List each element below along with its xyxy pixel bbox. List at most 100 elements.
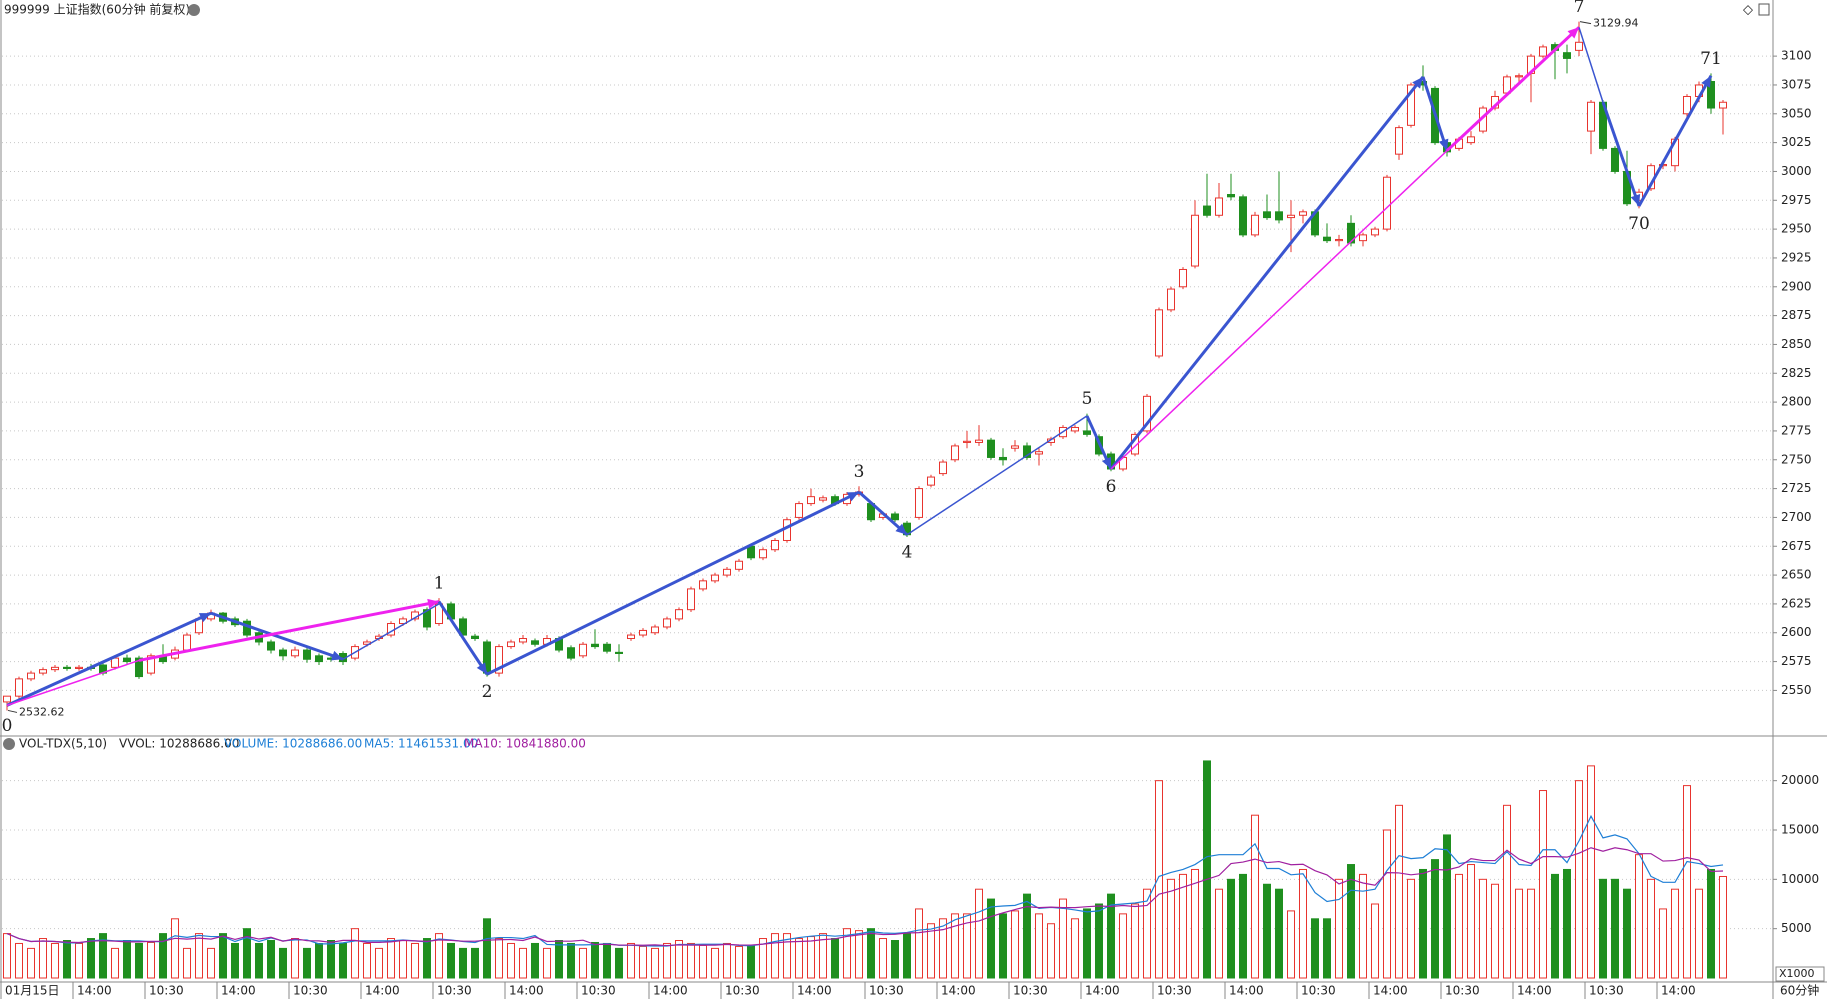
volume-bar	[591, 941, 599, 979]
candle-body	[291, 649, 299, 657]
high-pointer	[1579, 21, 1592, 25]
volume-bar	[279, 947, 287, 979]
volume-bar	[939, 918, 947, 979]
unit-box	[1775, 966, 1825, 982]
wave-label: 7	[1574, 0, 1585, 17]
y-tick-label: 15000	[1781, 823, 1819, 837]
arrow-head	[895, 523, 907, 535]
y-tick-label: 2550	[1781, 683, 1812, 697]
volume-label: VOLUME: 10288686.00	[224, 737, 362, 751]
volume-bar	[675, 940, 683, 979]
arrow-head	[427, 598, 439, 609]
candle-body	[1191, 214, 1199, 267]
volume-bar	[1503, 804, 1511, 979]
volume-bar	[687, 942, 695, 979]
x-tick-label: 10:30	[869, 984, 904, 998]
window-icon[interactable]	[1758, 3, 1770, 16]
x-tick-label: 14:00	[653, 984, 688, 998]
candle-body	[1335, 238, 1343, 242]
volume-bar	[27, 947, 35, 979]
candle-body	[1011, 445, 1019, 449]
volume-menu-icon[interactable]	[3, 738, 15, 750]
candle-body	[183, 634, 191, 651]
volume-bar	[519, 947, 527, 979]
candle-body	[795, 503, 803, 518]
x-tick-label: 14:00	[77, 984, 112, 998]
candle-body	[567, 647, 575, 659]
diamond-icon[interactable]: ◇	[1743, 3, 1753, 18]
volume-bar	[987, 898, 995, 979]
volume-bar	[1191, 868, 1199, 979]
volume-bar	[1443, 834, 1451, 979]
volume-bar	[1383, 829, 1391, 979]
arrow-head	[1412, 76, 1423, 89]
volume-bar	[651, 947, 659, 979]
period-label: 60分钟	[1780, 983, 1819, 998]
volume-bar	[435, 933, 443, 979]
y-tick-label: 10000	[1781, 872, 1819, 886]
candle-body	[711, 574, 719, 582]
candle-body	[951, 445, 959, 461]
wave-arrow	[906, 415, 1088, 536]
volume-bar	[915, 908, 923, 979]
volume-bar	[231, 942, 239, 979]
unit-label: X1000	[1779, 967, 1815, 980]
y-tick-label: 2700	[1781, 510, 1812, 524]
volume-bar	[1287, 910, 1295, 979]
arrow-head	[1701, 75, 1711, 88]
candle-body	[807, 496, 815, 505]
volume-bar	[531, 942, 539, 979]
volume-bar	[1035, 913, 1043, 979]
arrow-head	[1630, 194, 1641, 207]
volume-bar	[363, 942, 371, 979]
candle-body	[1071, 426, 1079, 432]
candle-body	[939, 461, 947, 475]
wave-label: 70	[1628, 214, 1650, 234]
x-tick-label: 14:00	[1517, 984, 1552, 998]
x-tick-label: 10:30	[581, 984, 616, 998]
volume-bar	[219, 933, 227, 979]
wave-arrow	[437, 600, 489, 676]
candle-body	[615, 651, 623, 655]
wave-arrow	[210, 611, 344, 661]
candle-body	[891, 513, 899, 521]
x-tick-label: 14:00	[365, 984, 400, 998]
high-price-label: 3129.94	[1593, 17, 1639, 30]
volume-bar	[375, 947, 383, 979]
candle-body	[1683, 95, 1691, 115]
volume-bar	[507, 942, 515, 979]
volume-bar	[1155, 780, 1163, 979]
ma-line	[6, 814, 1724, 947]
wave-arrow	[1637, 75, 1713, 207]
candle-body	[1179, 268, 1187, 288]
candle-body	[1719, 101, 1727, 109]
volume-bar	[159, 933, 167, 979]
candle-body	[135, 657, 143, 678]
volume-bar	[399, 940, 407, 979]
candle-body	[1203, 205, 1211, 216]
volume-bar	[267, 940, 275, 979]
y-tick-label: 20000	[1781, 773, 1819, 787]
wave-arrow	[1110, 150, 1448, 470]
volume-bar	[75, 942, 83, 979]
candle-body	[1167, 288, 1175, 311]
menu-icon[interactable]	[188, 4, 200, 16]
volume-bar	[723, 942, 731, 979]
volume-bar	[1695, 888, 1703, 979]
ma5-label: MA5: 11461531.00	[364, 737, 478, 751]
wave-label: 71	[1700, 49, 1722, 69]
volume-bar	[1371, 903, 1379, 979]
wave-arrow	[1578, 27, 1604, 103]
volume-bar	[603, 942, 611, 979]
candle-body	[423, 609, 431, 628]
volume-bar	[1647, 878, 1655, 979]
volume-bar	[1671, 888, 1679, 979]
candle-body	[819, 497, 827, 501]
volume-bar	[951, 913, 959, 979]
x-tick-label: 10:30	[1301, 984, 1336, 998]
volume-bar	[1059, 898, 1067, 979]
x-tick-label: 14:00	[1229, 984, 1264, 998]
volume-bar	[135, 942, 143, 979]
volume-bar	[339, 942, 347, 979]
